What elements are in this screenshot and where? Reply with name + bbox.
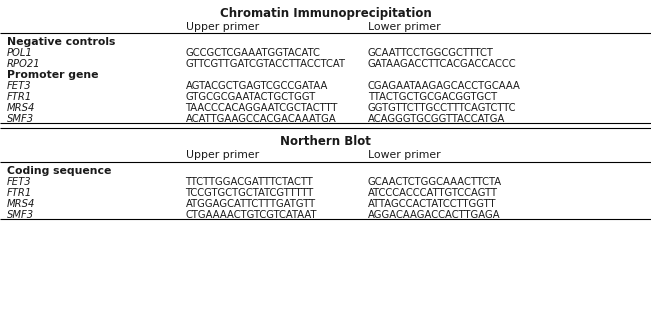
Text: AGTACGCTGAGTCGCCGATAA: AGTACGCTGAGTCGCCGATAA xyxy=(186,81,328,91)
Text: Negative controls: Negative controls xyxy=(7,37,115,47)
Text: MRS4: MRS4 xyxy=(7,199,35,209)
Text: FET3: FET3 xyxy=(7,177,31,187)
Text: Chromatin Immunoprecipitation: Chromatin Immunoprecipitation xyxy=(219,7,432,20)
Text: ATTAGCCACTATCCTTGGTT: ATTAGCCACTATCCTTGGTT xyxy=(368,199,496,209)
Text: Upper primer: Upper primer xyxy=(186,22,258,32)
Text: POL1: POL1 xyxy=(7,48,33,58)
Text: GCCGCTCGAAATGGTACATC: GCCGCTCGAAATGGTACATC xyxy=(186,48,320,58)
Text: Upper primer: Upper primer xyxy=(186,150,258,160)
Text: MRS4: MRS4 xyxy=(7,103,35,113)
Text: GTGCGCGAATACTGCTGGT: GTGCGCGAATACTGCTGGT xyxy=(186,92,316,102)
Text: SMF3: SMF3 xyxy=(7,114,34,124)
Text: FET3: FET3 xyxy=(7,81,31,91)
Text: SMF3: SMF3 xyxy=(7,210,34,220)
Text: TCCGTGCTGCTATCGTTTTT: TCCGTGCTGCTATCGTTTTT xyxy=(186,188,314,198)
Text: FTR1: FTR1 xyxy=(7,92,32,102)
Text: FTR1: FTR1 xyxy=(7,188,32,198)
Text: ATGGAGCATTCTTTGATGTT: ATGGAGCATTCTTTGATGTT xyxy=(186,199,316,209)
Text: CTGAAAACTGTCGTCATAAT: CTGAAAACTGTCGTCATAAT xyxy=(186,210,317,220)
Text: GATAAGACCTTCACGACCACCC: GATAAGACCTTCACGACCACCC xyxy=(368,59,516,69)
Text: RPO21: RPO21 xyxy=(7,59,40,69)
Text: ATCCCACCCATTGTCCAGTT: ATCCCACCCATTGTCCAGTT xyxy=(368,188,498,198)
Text: GGTGTTCTTGCCTTTCAGTCTTC: GGTGTTCTTGCCTTTCAGTCTTC xyxy=(368,103,516,113)
Text: GTTCGTTGATCGTACCTTACCTCAT: GTTCGTTGATCGTACCTTACCTCAT xyxy=(186,59,346,69)
Text: TAACCCACAGGAATCGCTACTTT: TAACCCACAGGAATCGCTACTTT xyxy=(186,103,338,113)
Text: Coding sequence: Coding sequence xyxy=(7,166,111,176)
Text: CGAGAATAAGAGCACCTGCAAA: CGAGAATAAGAGCACCTGCAAA xyxy=(368,81,521,91)
Text: Northern Blot: Northern Blot xyxy=(280,135,371,148)
Text: AGGACAAGACCACTTGAGA: AGGACAAGACCACTTGAGA xyxy=(368,210,501,220)
Text: GCAACTCTGGCAAACTTCTA: GCAACTCTGGCAAACTTCTA xyxy=(368,177,502,187)
Text: Lower primer: Lower primer xyxy=(368,150,441,160)
Text: Promoter gene: Promoter gene xyxy=(7,70,98,80)
Text: TTACTGCTGCGACGGTGCT: TTACTGCTGCGACGGTGCT xyxy=(368,92,497,102)
Text: ACAGGGTGCGGTTACCATGA: ACAGGGTGCGGTTACCATGA xyxy=(368,114,505,124)
Text: TTCTTGGACGATTTCTACTT: TTCTTGGACGATTTCTACTT xyxy=(186,177,313,187)
Text: GCAATTCCTGGCGCTTTCT: GCAATTCCTGGCGCTTTCT xyxy=(368,48,493,58)
Text: ACATTGAAGCCACGACAAATGA: ACATTGAAGCCACGACAAATGA xyxy=(186,114,337,124)
Text: Lower primer: Lower primer xyxy=(368,22,441,32)
